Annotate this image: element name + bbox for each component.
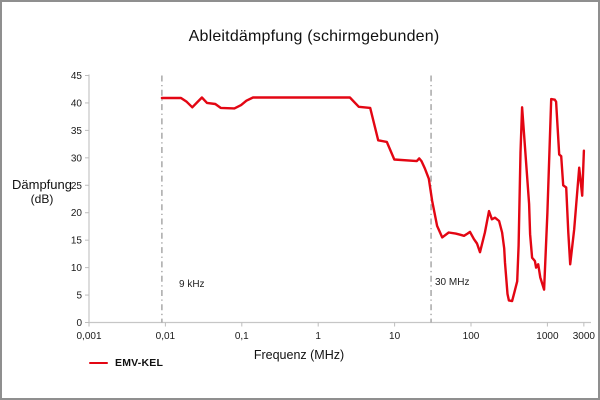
emv-kel-curve	[160, 96, 586, 303]
legend-label: EMV-KEL	[115, 357, 164, 369]
legend: EMV-KEL	[89, 357, 163, 369]
x-tick-label: 10	[389, 331, 401, 342]
x-tick-label: 0,1	[235, 331, 249, 342]
x-tick-label: 1	[315, 331, 321, 342]
y-axis-label-line1: Dämpfung	[12, 177, 72, 192]
annotation-9khz: 9 kHz	[179, 279, 205, 290]
y-tick-label: 25	[71, 181, 83, 192]
y-tick-label: 15	[71, 236, 83, 247]
x-tick-label: 3000	[573, 331, 596, 342]
y-tick-label: 45	[71, 71, 83, 82]
chart-title: Ableitdämpfung (schirmgebunden)	[188, 28, 440, 45]
legend-line-swatch	[89, 361, 108, 365]
y-axis-label-line2: (dB)	[30, 191, 54, 206]
y-axis-label: Dämpfung (dB)	[10, 177, 74, 207]
y-tick-label: 5	[76, 291, 82, 302]
y-tick-label: 40	[71, 98, 83, 109]
annotation-30mhz: 30 MHz	[435, 277, 470, 288]
y-tick-label: 30	[71, 153, 83, 164]
y-tick-label: 20	[71, 208, 83, 219]
x-tick-label: 0,001	[76, 331, 101, 342]
x-tick-label: 1000	[536, 331, 559, 342]
x-tick-label: 0,01	[156, 331, 176, 342]
x-tick-label: 100	[463, 331, 480, 342]
y-tick-label: 10	[71, 263, 83, 274]
x-axis-label: Frequenz (MHz)	[253, 348, 345, 362]
y-tick-label: 0	[76, 318, 82, 329]
y-tick-label: 35	[71, 126, 83, 137]
